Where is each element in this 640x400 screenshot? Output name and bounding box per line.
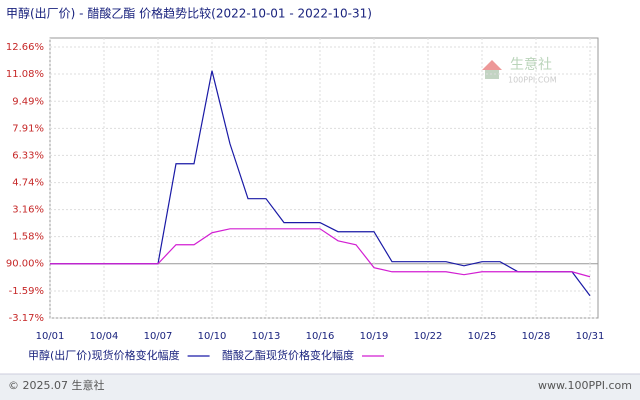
x-tick-label: 10/10 [198,331,227,342]
y-tick-label: 3.16% [12,205,44,216]
footer-left: © 2025.07 生意社 [8,378,104,392]
x-tick-label: 10/28 [522,331,551,342]
x-tick-label: 10/13 [252,331,281,342]
x-tick-label: 10/07 [144,331,173,342]
footer-right: www.100PPI.com [538,379,632,392]
x-tick-label: 10/25 [468,331,497,342]
x-tick-label: 10/01 [36,331,65,342]
y-tick-label: -1.59% [9,286,44,297]
legend-label: 醋酸乙酯现货价格变化幅度 [222,348,354,362]
x-tick-label: 10/31 [576,331,605,342]
watermark-url: 100PPI.COM [508,76,557,85]
series-line [50,228,591,278]
y-tick-label: 11.08% [6,69,44,80]
watermark-icon [482,60,502,70]
y-tick-label: 9.49% [12,96,44,107]
y-tick-label: 6.33% [12,150,44,161]
legend-label: 甲醇(出厂价)现货价格变化幅度 [28,348,180,362]
y-tick-label: 90.00% [6,259,44,270]
watermark-name: 生意社 [510,56,552,73]
x-tick-label: 10/19 [360,331,389,342]
x-tick-label: 10/22 [414,331,443,342]
x-tick-label: 10/16 [306,331,335,342]
x-tick-label: 10/04 [90,331,119,342]
y-tick-label: 4.74% [12,178,44,189]
chart-title: 甲醇(出厂价) - 醋酸乙酯 价格趋势比较(2022-10-01 - 2022-… [6,6,372,21]
y-tick-label: 1.58% [12,232,44,243]
footer-bar [0,374,640,400]
y-tick-label: 7.91% [12,123,44,134]
y-tick-label: 12.66% [6,42,44,53]
y-tick-label: -3.17% [9,313,44,324]
